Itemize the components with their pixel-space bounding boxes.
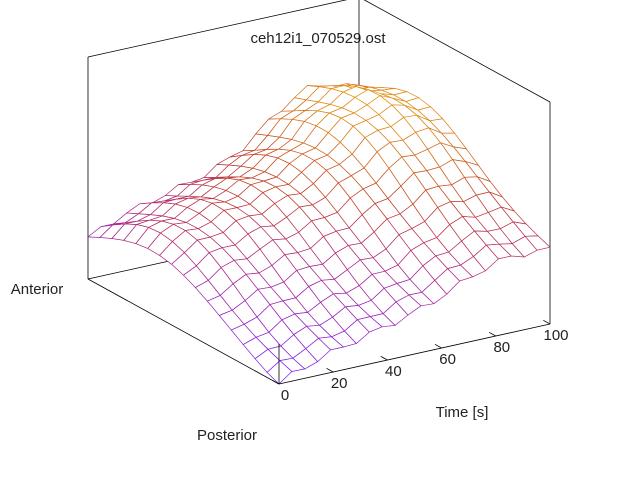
x-axis-label: Time [s] [436, 404, 489, 421]
x-tick-label: 60 [439, 351, 456, 368]
x-tick-mark [434, 343, 442, 349]
x-tick-mark [543, 319, 551, 325]
box-edge-depth-axis [87, 278, 280, 385]
box-edge-far-top [87, 0, 348, 58]
x-tick-label: 80 [493, 339, 510, 356]
surface-mesh [87, 83, 551, 385]
bounding-box-front [87, 278, 551, 385]
chart-title: ceh12i1_070529.ost [250, 30, 386, 47]
y-axis-label-far: Anterior [11, 281, 64, 298]
x-tick-label: 40 [385, 363, 402, 380]
x-tick-mark [326, 367, 334, 373]
x-axis-ticks: 0 20 40 60 80 100 [272, 319, 569, 404]
x-tick-label: 0 [281, 387, 289, 404]
box-edge-right-top [363, 0, 551, 103]
surface-cell [524, 235, 551, 251]
x-tick-mark [488, 331, 496, 337]
x-tick-label: 100 [543, 327, 568, 344]
box-edge-time-axis [278, 323, 551, 385]
x-tick-label: 20 [331, 375, 348, 392]
x-tick-mark [272, 379, 280, 385]
x-tick-mark [380, 355, 388, 361]
y-axis-label-near: Posterior [197, 427, 257, 444]
